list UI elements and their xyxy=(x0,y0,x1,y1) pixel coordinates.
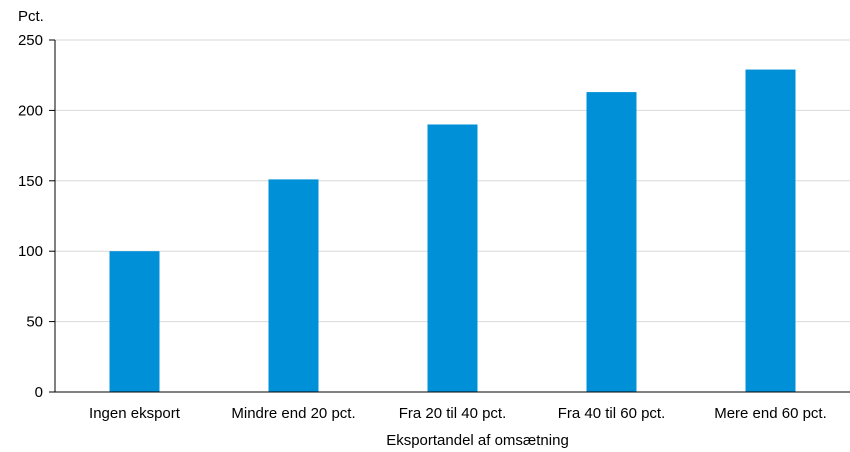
x-tick-label: Mindre end 20 pct. xyxy=(231,405,355,422)
x-axis-label: Eksportandel af omsætning xyxy=(386,432,569,449)
y-tick-label: 200 xyxy=(18,102,43,119)
x-tick-label: Ingen eksport xyxy=(89,405,181,422)
x-tick-label: Fra 20 til 40 pct. xyxy=(399,405,507,422)
bar xyxy=(586,92,637,392)
bar xyxy=(268,179,319,392)
bar xyxy=(109,251,160,392)
y-tick-label: 150 xyxy=(18,173,43,190)
y-tick-label: 250 xyxy=(18,32,43,49)
x-tick-label: Fra 40 til 60 pct. xyxy=(558,405,666,422)
bar xyxy=(427,124,478,392)
bars xyxy=(109,69,796,393)
bar xyxy=(745,69,796,393)
y-tick-label: 50 xyxy=(26,314,43,331)
x-tick-label: Mere end 60 pct. xyxy=(714,405,827,422)
y-tick-label: 0 xyxy=(35,384,43,401)
y-tick-labels: 0 50 100 150 200 250 xyxy=(18,32,55,401)
axes xyxy=(54,40,850,393)
x-tick-labels: Ingen eksport Mindre end 20 pct. Fra 20 ti… xyxy=(89,405,827,422)
y-tick-label: 100 xyxy=(18,243,43,260)
y-axis-label: Pct. xyxy=(18,8,44,25)
